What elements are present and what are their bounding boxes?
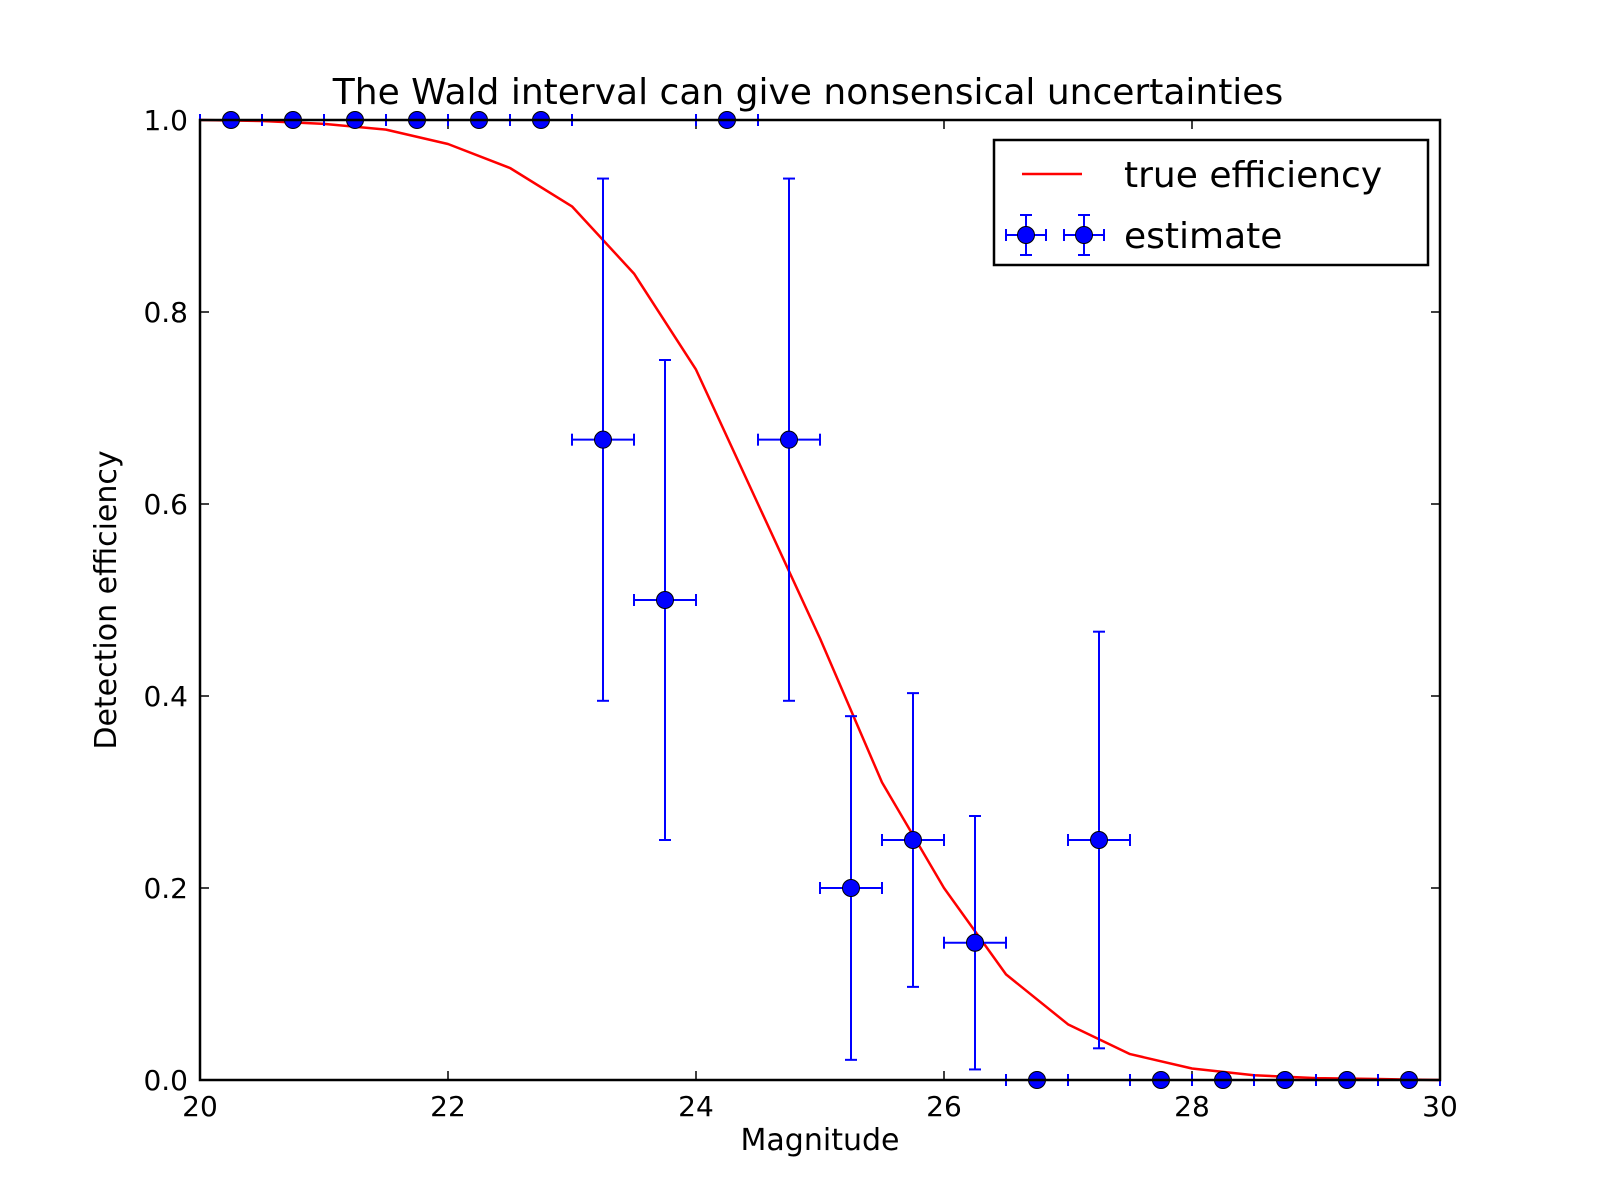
ticks: 20 22 24 26 28 30 0.0 0.2 0.4 0.6 0.8 1.0 bbox=[143, 104, 1457, 1123]
estimate-marker bbox=[656, 591, 674, 609]
estimate-point bbox=[819, 715, 883, 1061]
estimate-marker bbox=[780, 430, 798, 449]
x-tick-label: 26 bbox=[926, 1090, 962, 1123]
estimate-point bbox=[943, 815, 1007, 1071]
legend-estimate-swatch bbox=[1005, 214, 1105, 256]
estimate-marker bbox=[594, 430, 612, 449]
plot-area bbox=[200, 120, 1440, 1080]
x-tick-label: 30 bbox=[1422, 1090, 1458, 1123]
estimate-point bbox=[1067, 630, 1131, 1050]
estimate-point bbox=[571, 177, 635, 702]
y-tick-label: 0.6 bbox=[143, 488, 188, 521]
true-efficiency-line bbox=[199, 118, 1441, 1082]
estimate-marker bbox=[904, 831, 922, 849]
estimate-point bbox=[757, 177, 821, 702]
legend: true efficiency estimate bbox=[992, 138, 1430, 267]
y-tick-label: 0.8 bbox=[143, 296, 188, 329]
estimate-marker bbox=[966, 933, 984, 952]
y-tick-label: 1.0 bbox=[143, 104, 188, 137]
estimate-marker bbox=[842, 879, 860, 897]
y-axis-label: Detection efficiency bbox=[89, 450, 124, 749]
chart-title: The Wald interval can give nonsensical u… bbox=[332, 72, 1283, 113]
legend-estimate-marker bbox=[1017, 226, 1035, 244]
estimate-point bbox=[881, 692, 945, 988]
legend-true-efficiency-label: true efficiency bbox=[1124, 155, 1382, 196]
y-tick-label: 0.2 bbox=[143, 872, 188, 905]
x-tick-label: 22 bbox=[430, 1090, 466, 1123]
plot-data bbox=[199, 111, 1441, 1089]
legend-estimate-marker bbox=[1075, 226, 1093, 244]
y-tick-label: 0.0 bbox=[143, 1064, 188, 1097]
y-tick-label: 0.4 bbox=[143, 680, 188, 713]
x-tick-label: 20 bbox=[182, 1090, 218, 1123]
legend-box bbox=[992, 138, 1430, 267]
estimate-marker bbox=[1090, 831, 1108, 849]
plot-frame bbox=[198, 118, 1442, 1082]
x-axis-label: Magnitude bbox=[741, 1123, 900, 1158]
x-tick-label: 24 bbox=[678, 1090, 714, 1123]
legend-estimate-label: estimate bbox=[1124, 216, 1282, 257]
estimate-point bbox=[633, 359, 697, 841]
x-tick-label: 28 bbox=[1174, 1090, 1210, 1123]
